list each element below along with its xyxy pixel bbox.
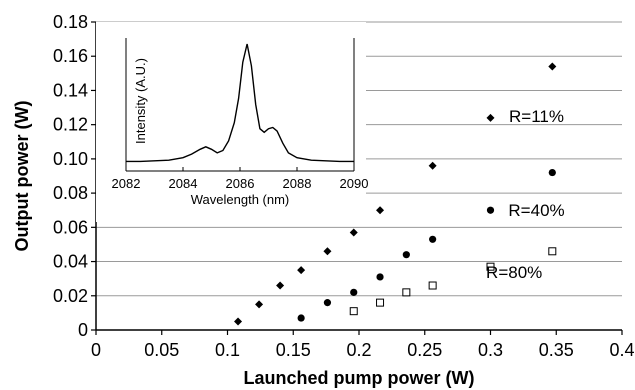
x-tick-label: 0.4	[609, 340, 634, 360]
diamond-marker	[276, 281, 285, 290]
y-tick-label: 0.16	[53, 46, 88, 66]
circle-marker	[323, 299, 332, 307]
inset-spectrum: 2082 2084 2086 2088 2090 Intensity (A.U.) Wa…	[96, 22, 368, 222]
diamond-marker	[486, 113, 495, 122]
circle-marker	[297, 314, 305, 322]
series-label: R=80%	[486, 263, 542, 282]
open-square-marker	[428, 281, 437, 290]
diamond-marker	[376, 206, 385, 215]
x-tick-label: 0.35	[539, 340, 574, 360]
inset-x-tick-label: 2082	[112, 176, 141, 191]
circle-marker	[350, 288, 358, 296]
y-tick-label: 0	[78, 320, 88, 340]
x-tick-label: 0.3	[478, 340, 503, 360]
y-tick-label: 0.14	[53, 80, 88, 100]
y-tick-label: 0.02	[53, 286, 88, 306]
series-label: R=40%	[508, 201, 564, 220]
y-tick-label: 0.12	[53, 115, 88, 135]
inset-x-tick-label: 2084	[169, 176, 198, 191]
x-tick-label: 0	[91, 340, 101, 360]
diamond-marker	[349, 228, 358, 237]
circle-marker	[376, 273, 384, 281]
y-tick-label: 0.10	[53, 149, 88, 169]
inset-ticks: 2082 2084 2086 2088 2090	[112, 167, 369, 191]
x-tick-label: 0.25	[407, 340, 442, 360]
diamond-marker	[323, 247, 332, 256]
diamond-marker	[548, 62, 557, 71]
inset-x-tick-label: 2088	[283, 176, 312, 191]
x-tick-label: 0.2	[346, 340, 371, 360]
open-square-marker	[402, 288, 411, 297]
circle-marker	[548, 168, 556, 177]
inset-background	[96, 22, 366, 222]
x-tick-label: 0.1	[215, 340, 240, 360]
y-tick-label: 0.08	[53, 183, 88, 203]
inset-x-tick-label: 2086	[226, 176, 255, 191]
diamond-marker	[234, 317, 243, 326]
x-axis-title: Launched pump power (W)	[244, 368, 475, 388]
open-square-marker	[376, 298, 385, 307]
open-square-marker	[548, 247, 557, 256]
circle-marker	[486, 206, 495, 214]
inset-spectrum-line	[126, 43, 354, 163]
diamond-marker	[255, 300, 264, 309]
inset-y-axis-title: Intensity (A.U.)	[133, 58, 148, 144]
y-axis-title: Output power (W)	[12, 101, 32, 252]
series-label: R=11%	[509, 107, 564, 126]
y-tick-label: 0.06	[53, 217, 88, 237]
inset-x-tick-label: 2090	[340, 176, 369, 191]
inset-x-axis-title: Wavelength (nm)	[191, 192, 290, 207]
data-markers	[234, 62, 557, 326]
open-square-marker	[486, 262, 495, 271]
series-labels: R=11% R=40% R=80%	[486, 107, 565, 282]
y-tick-label: 0.18	[53, 12, 88, 32]
x-tick-label: 0.05	[144, 340, 179, 360]
axis-ticks: 0 0.02 0.04 0.06 0.08 0.10 0.12 0.14 0.16 0.18 0 0.…	[53, 12, 635, 360]
x-tick-label: 0.15	[276, 340, 311, 360]
open-square-marker	[349, 307, 358, 316]
circle-marker	[429, 235, 437, 243]
diamond-marker	[428, 161, 437, 170]
circle-marker	[402, 251, 410, 259]
y-tick-label: 0.04	[53, 252, 88, 272]
diamond-marker	[297, 266, 306, 275]
